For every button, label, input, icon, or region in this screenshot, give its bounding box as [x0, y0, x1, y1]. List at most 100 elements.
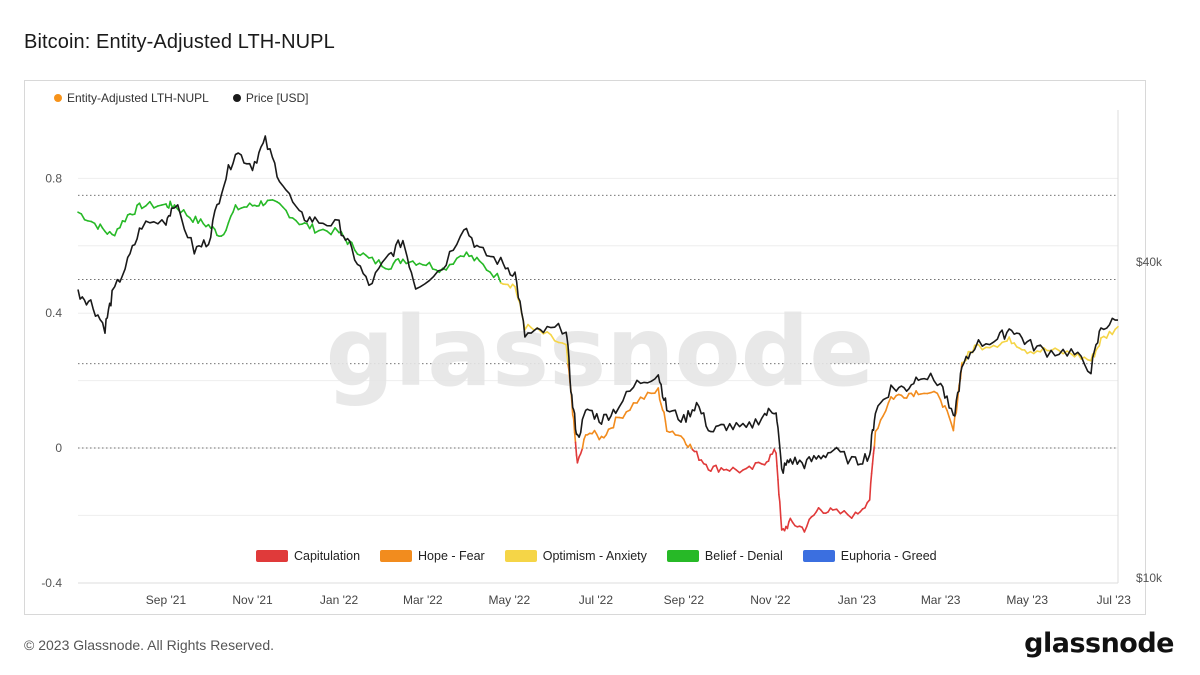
- nupl-segment: [311, 223, 316, 234]
- nupl-segment: [767, 453, 772, 462]
- nupl-segment: [390, 262, 395, 270]
- nupl-segment: [232, 204, 237, 213]
- nupl-segment: [278, 202, 284, 208]
- nupl-segment: [80, 213, 86, 221]
- nupl-segment: [565, 343, 568, 354]
- zone-legend-item: Hope - Fear: [380, 549, 485, 563]
- nupl-segment: [879, 414, 885, 421]
- nupl-segment: [377, 259, 383, 268]
- nupl-segment: [660, 403, 664, 411]
- nupl-segment: [871, 452, 875, 465]
- zone-swatch: [504, 550, 537, 562]
- nupl-segment: [141, 205, 147, 210]
- nupl-segment: [717, 467, 723, 473]
- nupl-segment: [428, 261, 434, 270]
- legend-item[interactable]: Entity-Adjusted LTH-NUPL: [54, 91, 209, 105]
- zone-label: Belief - Denial: [704, 549, 783, 563]
- nupl-segment: [776, 465, 779, 481]
- nupl-segment: [939, 399, 944, 408]
- nupl-segment: [695, 450, 700, 462]
- y-left-tick-label: 0: [55, 441, 62, 455]
- nupl-segment: [1008, 336, 1013, 345]
- nupl-segment: [887, 396, 892, 404]
- nupl-segment: [371, 256, 377, 265]
- nupl-segment: [805, 518, 811, 528]
- x-tick-label: Jul '22: [579, 593, 614, 607]
- nupl-segment: [581, 438, 585, 450]
- nupl-segment: [948, 416, 953, 425]
- nupl-segment: [225, 222, 230, 232]
- nupl-segment: [227, 215, 232, 224]
- nupl-segment: [452, 257, 458, 265]
- y-axis-right: $10k $40k: [1136, 255, 1163, 585]
- nupl-segment: [194, 215, 199, 224]
- legend-dot-icon: [232, 94, 241, 102]
- y-left-tick-label: -0.4: [41, 576, 62, 590]
- x-tick-label: May '22: [488, 593, 530, 607]
- nupl-segment: [663, 411, 667, 422]
- nupl-segment: [870, 463, 874, 475]
- zone-swatch: [802, 550, 835, 562]
- nupl-segment: [977, 343, 984, 351]
- nupl-segment: [411, 260, 418, 266]
- legend-label: Price [USD]: [245, 91, 309, 105]
- nupl-segment: [230, 211, 234, 218]
- zone-legend-item: Capitulation: [256, 549, 360, 563]
- nupl-segment: [489, 271, 495, 279]
- nupl-segment: [145, 200, 151, 207]
- nupl-segment: [470, 254, 476, 262]
- x-tick-label: Sep '22: [664, 593, 705, 607]
- nupl-segment: [835, 508, 842, 515]
- nupl-segment: [936, 392, 942, 401]
- zone-label: Hope - Fear: [418, 549, 485, 563]
- series-legend: Entity-Adjusted LTH-NUPL Price [USD]: [54, 91, 309, 105]
- x-tick-label: Nov '22: [750, 593, 791, 607]
- nupl-segment: [1090, 353, 1094, 362]
- zone-label: Capitulation: [294, 549, 361, 563]
- nupl-segment: [882, 409, 887, 417]
- zone-label: Optimism - Anxiety: [542, 549, 647, 563]
- page-title: Bitcoin: Entity-Adjusted LTH-NUPL: [24, 31, 335, 53]
- nupl-segment: [778, 501, 782, 519]
- nupl-segment: [682, 438, 687, 446]
- nupl-segment: [514, 285, 518, 295]
- nupl-segment: [779, 516, 783, 531]
- nupl-segment: [572, 417, 576, 434]
- zone-label: Euphoria - Greed: [840, 549, 937, 563]
- chart-frame: [24, 80, 1146, 615]
- nupl-segment: [1098, 337, 1102, 347]
- watermark: glassnode: [326, 296, 875, 408]
- x-tick-label: May '23: [1006, 593, 1048, 607]
- nupl-segment: [566, 351, 569, 366]
- nupl-segment: [1105, 330, 1111, 339]
- nupl-segment: [579, 447, 584, 455]
- nupl-segment: [119, 220, 124, 229]
- x-tick-label: Nov '21: [232, 593, 273, 607]
- nupl-segment: [330, 227, 336, 236]
- nupl-segment: [1111, 328, 1116, 336]
- nupl-segment: [124, 214, 129, 223]
- nupl-segment: [643, 391, 649, 400]
- grid-lines: [78, 110, 1119, 584]
- nupl-segment: [850, 511, 857, 520]
- nupl-segment: [93, 222, 99, 230]
- nupl-segment: [872, 445, 876, 455]
- nupl-segment: [550, 333, 556, 342]
- nupl-segment: [612, 416, 617, 429]
- nupl-segment: [775, 452, 778, 467]
- nupl-segment: [705, 463, 710, 471]
- zone-swatch: [380, 550, 413, 562]
- nupl-segment: [199, 218, 205, 225]
- nupl-segment: [234, 204, 240, 211]
- legend-item[interactable]: Price [USD]: [232, 91, 309, 105]
- nupl-segment: [709, 465, 715, 473]
- nupl-segment: [260, 200, 265, 207]
- nupl-segment: [658, 398, 662, 406]
- nupl-segment: [715, 464, 720, 473]
- x-tick-label: Sep '21: [146, 593, 187, 607]
- series-nupl: [77, 199, 1119, 533]
- zone-legend-item: Optimism - Anxiety: [504, 549, 647, 563]
- nupl-segment: [629, 402, 635, 411]
- zone-legend-item: Belief - Denial: [666, 549, 783, 563]
